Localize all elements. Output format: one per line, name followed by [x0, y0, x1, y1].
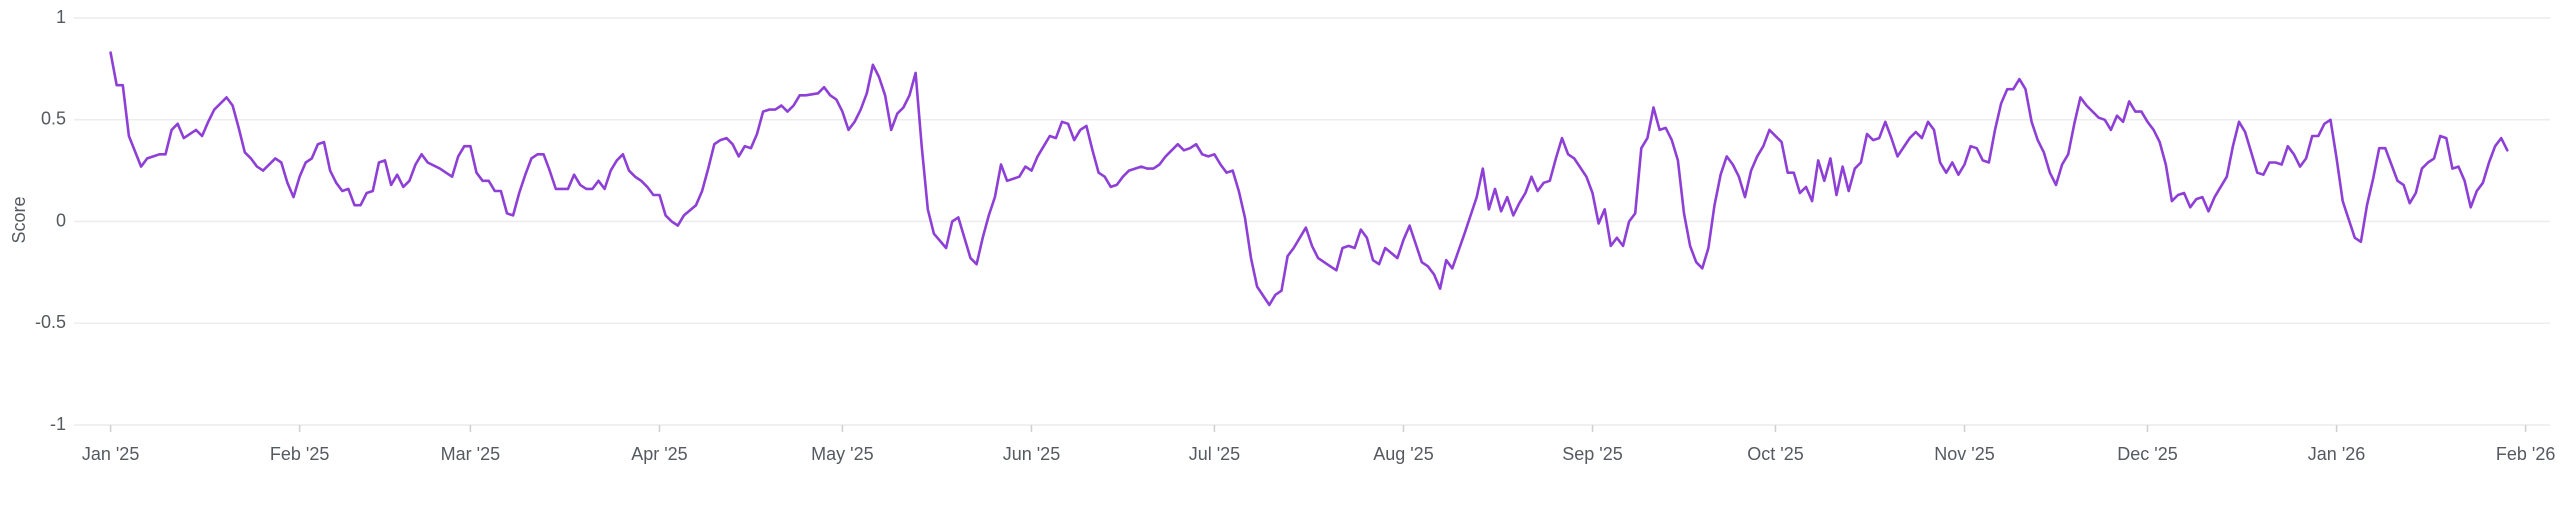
y-tick-label: 1: [56, 7, 66, 27]
x-tick-label: Jan '26: [2308, 444, 2365, 464]
y-tick-label: -0.5: [35, 312, 66, 332]
y-tick-label: 0: [56, 210, 66, 230]
y-tick-label: 0.5: [41, 109, 66, 129]
x-tick-label: Mar '25: [441, 444, 500, 464]
x-tick-label: Oct '25: [1747, 444, 1803, 464]
x-tick-label: Nov '25: [1934, 444, 1994, 464]
x-tick-label: May '25: [811, 444, 873, 464]
x-tick-label: Dec '25: [2117, 444, 2177, 464]
x-tick-label: Jun '25: [1003, 444, 1060, 464]
x-tick-label: Feb '25: [270, 444, 329, 464]
x-tick-label: Aug '25: [1373, 444, 1434, 464]
y-axis-label: Score: [9, 196, 29, 243]
x-tick-label: Jan '25: [82, 444, 139, 464]
x-tick-label: Feb '26: [2496, 444, 2555, 464]
grid: [74, 17, 2550, 432]
x-tick-label: Apr '25: [631, 444, 687, 464]
data-line: [109, 51, 2509, 307]
axis-labels: 1 0.5 0 -0.5 -1 Jan '25 Feb '25 Mar '25 Apr '25 M…: [35, 7, 2555, 464]
x-tick-label: Sep '25: [1562, 444, 1623, 464]
y-tick-label: -1: [50, 414, 66, 434]
plot-area: [109, 51, 2509, 307]
x-tick-label: Jul '25: [1189, 444, 1240, 464]
